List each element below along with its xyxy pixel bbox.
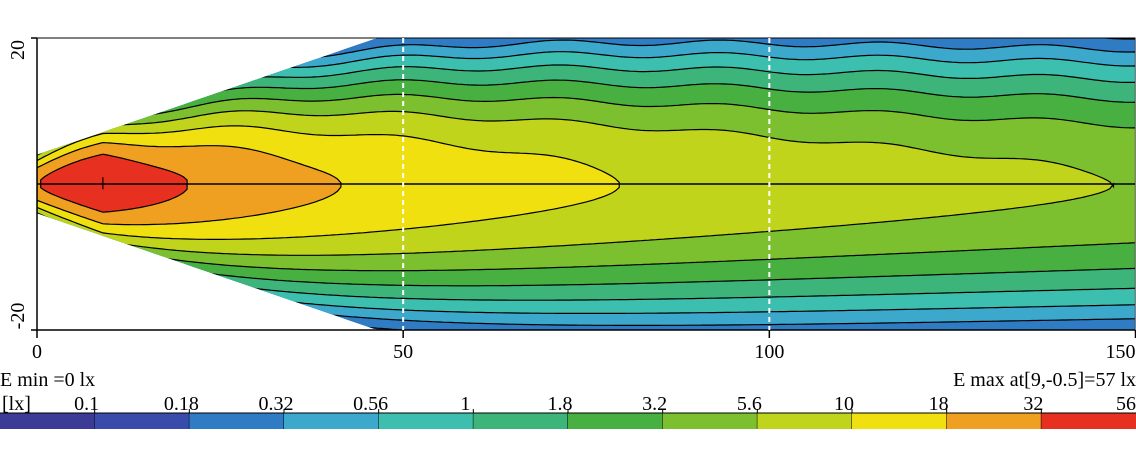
colorbar-label: 0.1 [74,393,99,415]
colorbar-segment [946,413,1042,429]
colorbar-segment [757,413,853,429]
colorbar-label: 0.18 [164,393,199,415]
colorbar-segment [568,413,664,429]
colorbar-segment [94,413,190,429]
colorbar-segment [189,413,285,429]
colorbar-segment [284,413,380,429]
colorbar-segment [473,413,569,429]
emin-label: E min =0 lx [0,369,95,391]
colorbar-label: 0.32 [259,393,294,415]
colorbar-label: 1.8 [548,393,573,415]
overlay: 0 50 100 150 -20 20 [7,37,1136,363]
colorbar-label: 18 [929,393,949,415]
x-tick-label: 150 [1106,341,1136,363]
unit-label: [lx] [2,393,31,415]
colorbar-segment [852,413,948,429]
colorbar-label: 0.56 [353,393,388,415]
colorbar-label: 3.2 [642,393,667,415]
x-tick-label: 100 [754,341,784,363]
colorbar-label: 32 [1023,393,1043,415]
colorbar-label: 5.6 [737,393,762,415]
y-tick-label: 20 [7,40,29,60]
x-tick-label: 50 [393,341,413,363]
x-tick-label: 0 [32,341,42,363]
contour-band [40,153,188,213]
field [37,38,1136,330]
colorbar-segment [662,413,758,429]
y-tick-label: -20 [7,303,29,330]
colorbar-label: 10 [834,393,854,415]
colorbar-label: 56 [1116,393,1136,415]
colorbar-segment [0,413,96,429]
emax-label: E max at[9,-0.5]=57 lx [953,369,1136,391]
colorbar-segment [378,413,474,429]
colorbar-segment [1041,413,1136,429]
colorbar-label: 1 [460,393,470,415]
